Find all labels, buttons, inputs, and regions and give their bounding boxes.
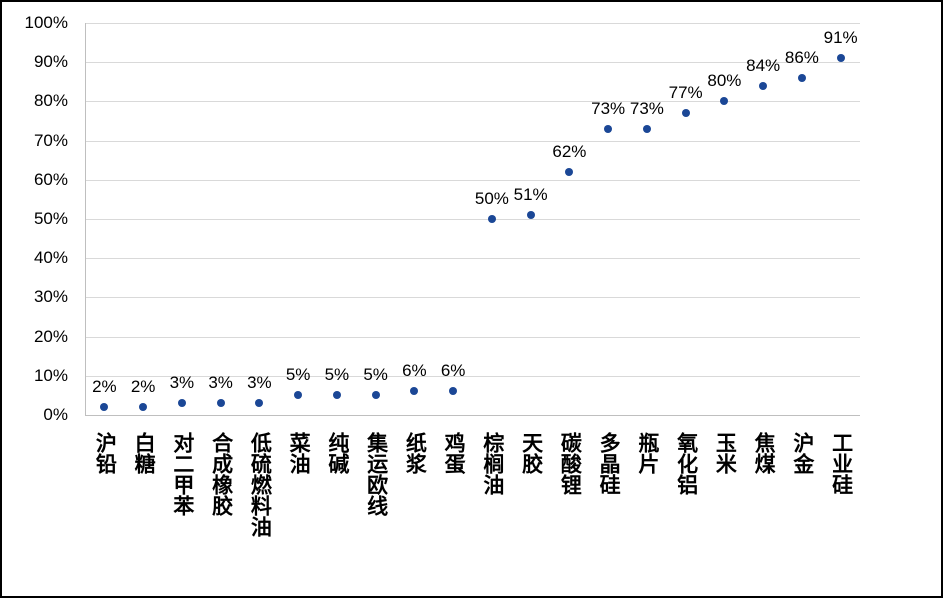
x-category-label: 沪铅 (93, 432, 117, 474)
data-point (759, 81, 768, 90)
data-point-label: 3% (208, 373, 233, 393)
data-point-label: 2% (130, 377, 156, 397)
data-point-label: 5% (363, 365, 388, 385)
x-category-label: 菜油 (287, 432, 311, 474)
data-point (720, 97, 729, 106)
data-point (487, 215, 496, 223)
data-point-label: 62% (552, 141, 587, 161)
y-tick-label: 60% (33, 169, 68, 189)
x-category-label: 对二甲苯 (170, 432, 194, 516)
x-category-label: 集运欧线 (364, 432, 388, 516)
data-point (294, 391, 303, 400)
data-point-label: 6% (402, 361, 427, 381)
y-tick-label: 20% (33, 326, 68, 346)
gridline (85, 179, 860, 181)
y-tick-label: 30% (33, 287, 68, 307)
x-category-label: 纸浆 (403, 432, 427, 474)
x-category-label: 天胶 (519, 432, 543, 474)
data-point-label: 5% (324, 365, 350, 385)
data-point (216, 399, 225, 408)
y-tick-label: 40% (33, 248, 68, 268)
y-axis-line (85, 23, 86, 415)
x-category-label: 碳酸锂 (558, 432, 582, 495)
gridline (85, 101, 860, 103)
data-point (565, 167, 574, 176)
data-point (836, 54, 845, 63)
gridline (85, 62, 860, 64)
gridline (85, 375, 860, 377)
x-axis-baseline (85, 415, 860, 416)
data-point (332, 391, 341, 400)
gridline (85, 23, 860, 24)
y-tick-label: 100% (24, 13, 68, 32)
data-point-label: 2% (92, 377, 117, 397)
data-point (371, 391, 380, 400)
data-point (449, 387, 458, 396)
x-category-label: 工业硅 (829, 432, 853, 495)
gridline (85, 297, 860, 299)
x-category-label: 低硫燃料油 (248, 432, 272, 537)
gridline (85, 258, 860, 260)
y-tick-label: 50% (33, 209, 68, 228)
data-point-label: 6% (440, 361, 466, 381)
data-point (255, 399, 264, 408)
y-tick-label: 90% (33, 52, 68, 72)
data-point-label: 80% (707, 71, 742, 91)
data-point-label: 3% (247, 373, 272, 393)
data-point (642, 124, 651, 133)
x-category-label: 纯碱 (325, 432, 349, 474)
y-tick-label: 80% (33, 91, 68, 111)
data-point-label: 3% (169, 373, 195, 393)
y-tick-label: 70% (33, 130, 68, 150)
data-point (177, 399, 186, 408)
data-point-label: 50% (474, 189, 509, 208)
gridline (85, 219, 860, 220)
data-point (681, 109, 690, 118)
data-point-label: 91% (823, 28, 858, 48)
y-tick-label: 0% (43, 405, 68, 424)
x-category-label: 玉米 (713, 432, 737, 474)
x-category-label: 鸡蛋 (442, 432, 466, 474)
data-point-label: 84% (746, 55, 781, 75)
data-point-label: 73% (591, 98, 626, 118)
x-category-label: 沪金 (790, 432, 814, 474)
x-category-label: 白糖 (132, 432, 156, 474)
x-category-label: 氧化铝 (674, 432, 698, 495)
data-point (797, 73, 806, 82)
data-point (139, 403, 148, 412)
x-category-label: 焦煤 (752, 432, 776, 474)
y-tick-label: 10% (33, 365, 68, 385)
data-point (526, 211, 535, 220)
x-category-label: 合成橡胶 (209, 432, 233, 516)
gridline (85, 140, 860, 142)
gridline (85, 336, 860, 338)
x-category-label: 瓶片 (635, 432, 659, 474)
x-category-label: 棕榈油 (480, 432, 504, 495)
data-point (410, 387, 419, 396)
data-point-label: 5% (285, 365, 311, 385)
data-point (100, 403, 109, 412)
data-point-label: 51% (513, 185, 548, 205)
data-point-label: 77% (668, 83, 703, 103)
x-category-label: 多晶硅 (597, 432, 621, 495)
data-point-label: 86% (784, 47, 819, 67)
data-point (604, 124, 613, 133)
data-point-label: 73% (629, 98, 664, 118)
